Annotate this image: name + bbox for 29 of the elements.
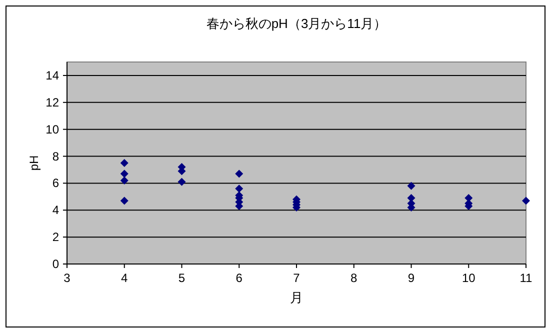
x-tick-label: 3 [64, 271, 71, 285]
x-tick-label: 7 [293, 271, 300, 285]
y-tick-label: 14 [46, 68, 60, 82]
point [120, 170, 128, 178]
point [235, 170, 244, 178]
x-tick-label: 4 [121, 271, 128, 285]
y-tick-label: 10 [46, 122, 60, 136]
point [522, 196, 530, 205]
y-tick-label: 6 [52, 176, 60, 190]
x-tick-label: 5 [178, 271, 186, 285]
point [235, 184, 244, 193]
x-axis-title: 月 [290, 290, 303, 305]
x-tick-label: 6 [236, 271, 243, 285]
y-tick-label: 8 [52, 149, 60, 164]
point [120, 196, 128, 205]
point [407, 182, 416, 190]
point [178, 178, 186, 186]
y-tick-label: 4 [52, 203, 60, 218]
y-tick-label: 12 [46, 95, 60, 110]
point [120, 159, 128, 167]
x-tick-label: 11 [520, 271, 533, 285]
chart-title: 春から秋のpH（3月から11月） [206, 16, 387, 31]
y-tick-label: 0 [52, 257, 60, 271]
x-tick-label: 8 [350, 271, 358, 285]
x-tick-label: 9 [408, 271, 415, 285]
point [120, 176, 128, 185]
y-tick-label: 2 [52, 230, 60, 244]
y-axis-title: pH [27, 155, 41, 171]
x-tick-label: 10 [462, 271, 476, 285]
